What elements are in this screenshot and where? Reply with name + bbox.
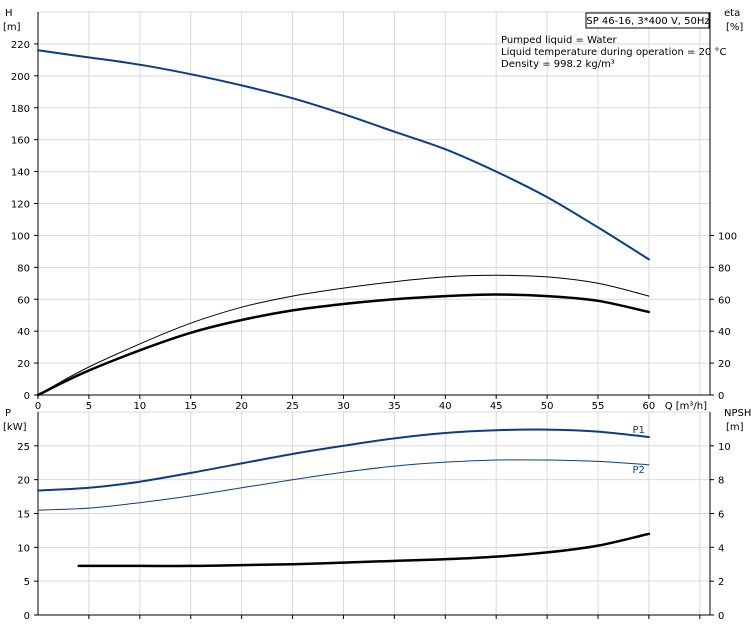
y-axis-label-right-unit: [m]	[726, 422, 744, 433]
series-label-p2: P2	[633, 465, 645, 476]
y-tick-label-right: 0	[718, 391, 724, 402]
y-tick-label-left: 0	[24, 391, 30, 402]
x-tick-label: 0	[35, 401, 41, 412]
y-tick-label-right: 6	[718, 510, 724, 521]
series-line-bottom-0	[37, 428, 650, 492]
series-line-bottom-1	[37, 459, 650, 511]
x-tick-label: 10	[133, 401, 146, 412]
x-tick-label: 45	[490, 401, 503, 412]
x-tick-label: 50	[541, 401, 554, 412]
y-tick-label-right: 40	[718, 327, 731, 338]
x-tick-label: 55	[592, 401, 605, 412]
x-tick-label: 35	[388, 401, 401, 412]
x-tick-label: 60	[643, 401, 656, 412]
y-axis-label-left: P	[5, 408, 11, 419]
y-tick-label-left: 15	[17, 510, 30, 521]
y-tick-label-left: 40	[17, 327, 30, 338]
y-tick-label-right: 10	[718, 442, 731, 453]
info-line-1: Pumped liquid = Water	[501, 35, 618, 46]
y-tick-label-left: 220	[11, 40, 30, 51]
y-tick-label-left: 20	[17, 476, 30, 487]
series-line-top-0	[37, 49, 650, 261]
y-axis-label-left-unit: [m]	[3, 22, 21, 33]
y-tick-label-left: 140	[11, 168, 30, 179]
panel-bottom	[34, 411, 714, 619]
y-tick-label-left: 180	[11, 104, 30, 115]
y-tick-label-right: 0	[718, 611, 724, 622]
y-axis-label-right-unit: [%]	[726, 22, 743, 33]
y-tick-label-left: 0	[24, 611, 30, 622]
x-tick-label: 30	[337, 401, 350, 412]
x-axis-label: Q [m³/h]	[665, 401, 707, 412]
y-tick-label-left: 100	[11, 231, 30, 242]
y-tick-label-left: 60	[17, 295, 30, 306]
y-tick-label-left: 80	[17, 263, 30, 274]
y-tick-label-right: 100	[718, 231, 737, 242]
title-box-text: SP 46-16, 3*400 V, 50Hz	[586, 16, 709, 27]
x-tick-label: 20	[235, 401, 248, 412]
y-tick-label-left: 120	[11, 200, 30, 211]
y-tick-label-right: 2	[718, 577, 724, 588]
series-line-top-1	[37, 274, 650, 396]
panel-top	[34, 11, 714, 399]
y-axis-label-right: NPSH	[724, 408, 751, 419]
y-axis-label-right: eta	[724, 8, 740, 19]
info-line-3: Density = 998.2 kg/m³	[501, 59, 615, 70]
y-tick-label-left: 160	[11, 136, 30, 147]
y-tick-label-right: 60	[718, 295, 731, 306]
y-axis-label-left-unit: [kW]	[3, 422, 27, 433]
y-tick-label-left: 25	[17, 442, 30, 453]
info-box	[585, 12, 710, 29]
y-tick-label-left: 200	[11, 72, 30, 83]
y-tick-label-left: 5	[24, 577, 30, 588]
info-line-2: Liquid temperature during operation = 20…	[501, 47, 726, 58]
x-tick-label: 40	[439, 401, 452, 412]
x-tick-label: 15	[184, 401, 197, 412]
title-box-frame	[585, 12, 710, 29]
series-line-bottom-2	[77, 532, 651, 568]
y-tick-label-right: 80	[718, 263, 731, 274]
series-line-top-2	[36, 293, 651, 397]
y-tick-label-right: 20	[718, 359, 731, 370]
x-tick-label: 25	[286, 401, 299, 412]
y-tick-label-right: 4	[718, 543, 724, 554]
x-tick-label: 5	[86, 401, 92, 412]
y-tick-label-left: 20	[17, 359, 30, 370]
y-axis-label-left: H	[5, 8, 13, 19]
series-label-p1: P1	[633, 425, 645, 436]
y-tick-label-left: 10	[17, 543, 30, 554]
y-tick-label-right: 8	[718, 476, 724, 487]
